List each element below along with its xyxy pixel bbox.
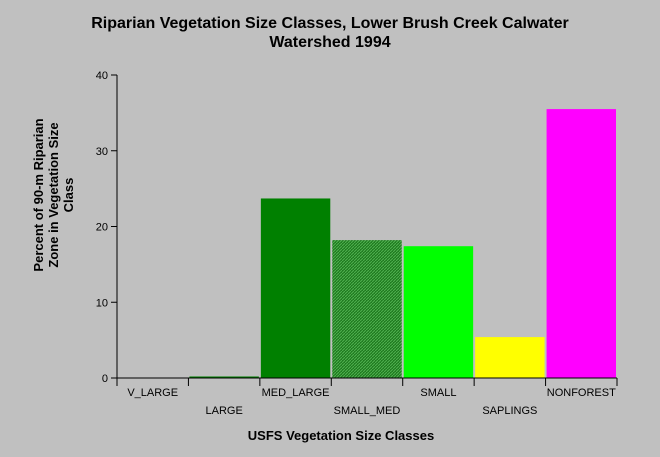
chart-title-line-2: Watershed 1994 [269, 34, 390, 51]
x-tick-label-small: SMALL [420, 387, 456, 399]
x-tick-label-large: LARGE [205, 405, 242, 417]
chart-title-line-1: Riparian Vegetation Size Classes, Lower … [91, 15, 569, 32]
y-tick-label: 30 [96, 146, 108, 158]
y-tick-label: 20 [96, 222, 108, 234]
y-axis-title: Percent of 90-m Riparian Zone in Vegetat… [31, 118, 76, 271]
x-tick-label-v-large: V_LARGE [127, 387, 178, 399]
bar-med-large [260, 198, 331, 378]
y-axis-title-line-2: Zone in Vegetation Size [46, 122, 61, 267]
x-tick-label-med-large: MED_LARGE [262, 387, 330, 399]
x-tick-label-nonforest: NONFOREST [547, 387, 616, 399]
y-axis-title-line-3: Class [61, 178, 76, 213]
y-axis-title-line-1: Percent of 90-m Riparian [31, 118, 46, 271]
bar-small-med [332, 240, 402, 378]
x-tick-label-saplings: SAPLINGS [482, 405, 537, 417]
plot-area: 0 10 20 30 40 V_LARGE LARGE MED_LARGE SMALL_MED S… [96, 70, 618, 417]
y-tick-label: 40 [96, 70, 108, 82]
x-tick-label-small-med: SMALL_MED [334, 405, 401, 417]
bar-small [403, 246, 474, 378]
bar-nonforest [546, 109, 616, 379]
y-tick-label: 10 [96, 297, 108, 309]
x-axis-title: USFS Vegetation Size Classes [248, 428, 434, 443]
bar-large [189, 376, 259, 378]
bar-saplings [475, 337, 545, 378]
y-tick-label: 0 [102, 373, 108, 385]
